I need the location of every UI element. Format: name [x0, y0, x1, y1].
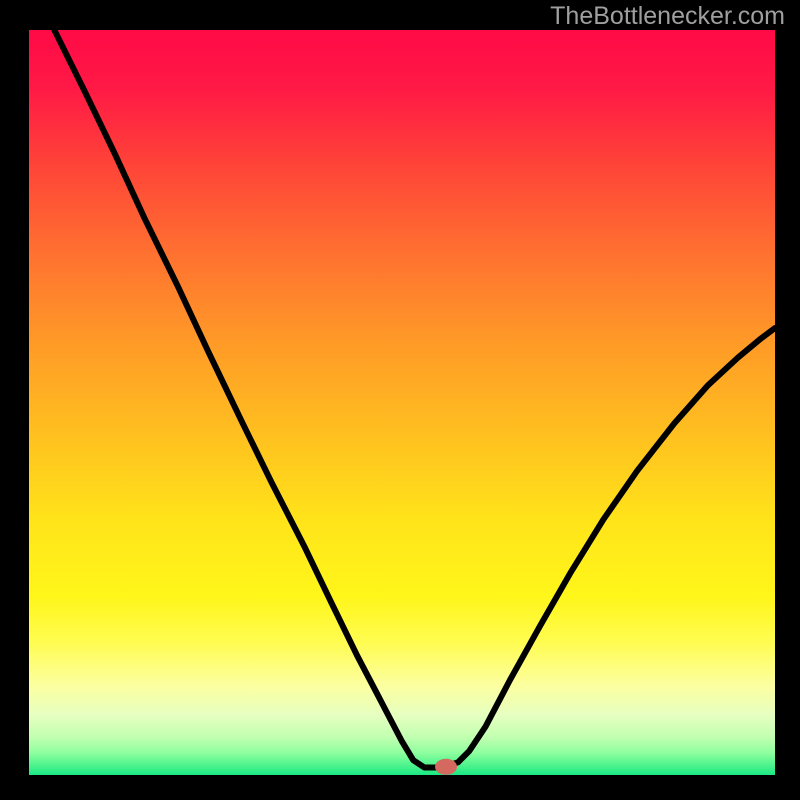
- optimal-point-marker: [29, 30, 775, 775]
- plot-area: [29, 30, 775, 775]
- watermark: TheBottlenecker.com: [550, 2, 785, 31]
